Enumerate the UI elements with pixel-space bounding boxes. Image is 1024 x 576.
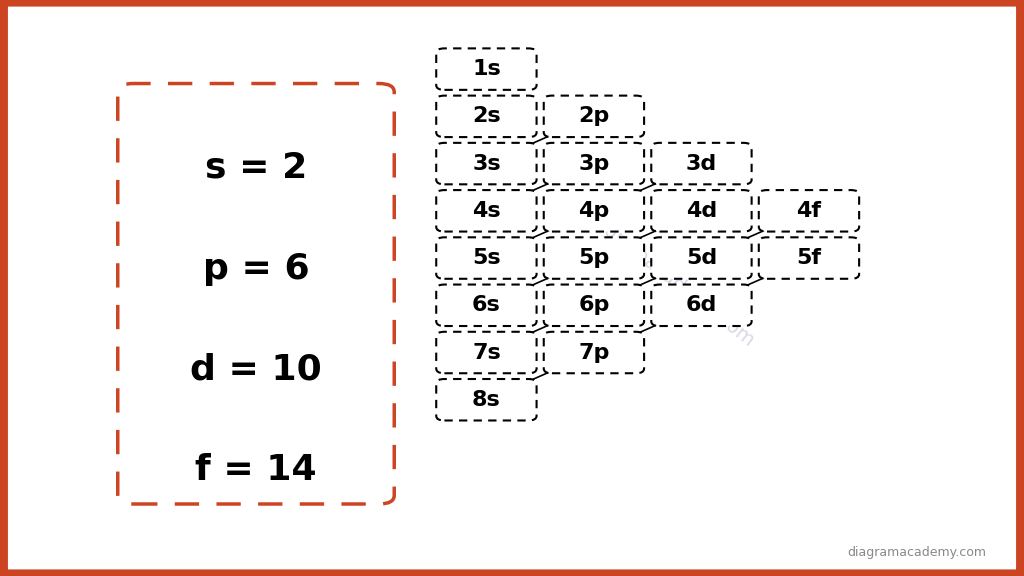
Text: 7p: 7p — [579, 343, 609, 362]
FancyBboxPatch shape — [436, 332, 537, 373]
Text: 2s: 2s — [472, 107, 501, 126]
Text: 7s: 7s — [472, 343, 501, 362]
FancyBboxPatch shape — [436, 48, 537, 90]
FancyBboxPatch shape — [544, 285, 644, 326]
FancyBboxPatch shape — [544, 237, 644, 279]
Text: Diagramacademy.com: Diagramacademy.com — [573, 202, 758, 351]
Text: 8s: 8s — [472, 390, 501, 410]
FancyBboxPatch shape — [544, 143, 644, 184]
FancyBboxPatch shape — [651, 190, 752, 232]
Text: 6s: 6s — [472, 295, 501, 315]
FancyBboxPatch shape — [436, 190, 537, 232]
Text: 4f: 4f — [797, 201, 821, 221]
Text: 5s: 5s — [472, 248, 501, 268]
Text: s = 2: s = 2 — [205, 151, 307, 185]
Text: 2p: 2p — [579, 107, 609, 126]
Text: 1s: 1s — [472, 59, 501, 79]
FancyBboxPatch shape — [436, 285, 537, 326]
Text: 5d: 5d — [686, 248, 717, 268]
FancyBboxPatch shape — [651, 285, 752, 326]
FancyBboxPatch shape — [436, 237, 537, 279]
FancyBboxPatch shape — [544, 332, 644, 373]
FancyBboxPatch shape — [544, 96, 644, 137]
FancyBboxPatch shape — [651, 237, 752, 279]
FancyBboxPatch shape — [544, 190, 644, 232]
FancyBboxPatch shape — [759, 237, 859, 279]
Text: 5p: 5p — [579, 248, 609, 268]
FancyBboxPatch shape — [436, 143, 537, 184]
Text: d = 10: d = 10 — [190, 353, 322, 386]
FancyBboxPatch shape — [759, 190, 859, 232]
Text: 3p: 3p — [579, 154, 609, 173]
FancyBboxPatch shape — [436, 96, 537, 137]
FancyBboxPatch shape — [651, 143, 752, 184]
Text: 4p: 4p — [579, 201, 609, 221]
FancyBboxPatch shape — [118, 84, 394, 504]
FancyBboxPatch shape — [436, 379, 537, 420]
Text: 5f: 5f — [797, 248, 821, 268]
Text: 3s: 3s — [472, 154, 501, 173]
Text: 3d: 3d — [686, 154, 717, 173]
Text: 4s: 4s — [472, 201, 501, 221]
Text: 4d: 4d — [686, 201, 717, 221]
Text: p = 6: p = 6 — [203, 252, 309, 286]
Text: diagramacademy.com: diagramacademy.com — [847, 547, 986, 559]
Text: 6p: 6p — [579, 295, 609, 315]
Text: f = 14: f = 14 — [196, 453, 316, 487]
Text: 6d: 6d — [686, 295, 717, 315]
